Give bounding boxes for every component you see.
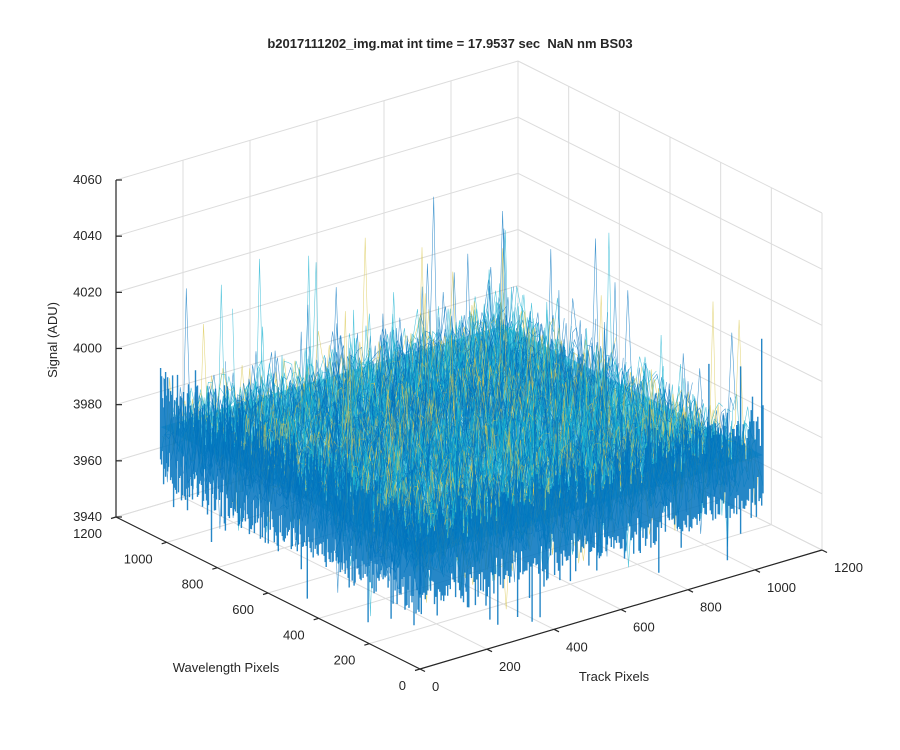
x-axis-label: Track Pixels	[579, 669, 650, 684]
y-tick-label: 1000	[124, 551, 153, 566]
x-tick	[620, 608, 627, 613]
x-tick	[821, 549, 828, 554]
y-tick	[364, 643, 370, 646]
x-tick-label: 1200	[834, 560, 863, 575]
surface-plot	[159, 196, 764, 626]
x-tick-label: 600	[633, 620, 655, 635]
z-tick-label: 4000	[73, 341, 102, 356]
z-axis-label: Signal (ADU)	[45, 302, 60, 378]
y-tick-label: 0	[399, 678, 406, 693]
z-tick-label: 4020	[73, 284, 102, 299]
x-tick	[754, 569, 761, 573]
y-tick	[110, 516, 117, 520]
x-tick-label: 0	[432, 679, 439, 694]
z-tick-label: 3980	[73, 397, 102, 412]
y-tick	[313, 617, 319, 621]
surface-row	[357, 399, 702, 558]
grid-line-y-floor	[369, 524, 772, 645]
surface-right-skirt	[419, 338, 764, 625]
y-tick	[161, 541, 167, 545]
y-tick-label: 400	[283, 627, 305, 642]
y-tick-label: 600	[232, 602, 254, 617]
z-tick-label: 4060	[73, 172, 102, 187]
chart-title: b2017111202_img.mat int time = 17.9537 s…	[267, 36, 633, 51]
y-tick	[212, 567, 218, 570]
y-tick	[414, 668, 421, 672]
surface-row	[369, 392, 713, 583]
y-tick-label: 800	[182, 577, 204, 592]
x-tick-label: 400	[566, 639, 588, 654]
x-tick	[419, 668, 426, 673]
x-tick-label: 1000	[767, 580, 796, 595]
x-tick	[687, 589, 694, 593]
x-tick	[486, 648, 493, 653]
x-tick	[553, 628, 560, 633]
z-tick-label: 4040	[73, 228, 102, 243]
z-tick-label: 3940	[73, 509, 102, 524]
axes	[110, 179, 828, 673]
y-tick	[262, 592, 269, 596]
surface-row	[297, 338, 641, 509]
z-tick-label: 3960	[73, 453, 102, 468]
x-tick-label: 200	[499, 659, 521, 674]
surface-left-skirt	[159, 368, 421, 626]
tick-labels: 0 200 400 600 800 1000 1200 0 200 400 600 800 1000 12…	[73, 172, 863, 694]
y-tick-label: 1200	[73, 526, 102, 541]
y-tick-label: 200	[334, 653, 356, 668]
x-tick-label: 800	[700, 600, 722, 615]
y-axis-label: Wavelength Pixels	[173, 660, 280, 675]
surface-row	[364, 401, 709, 553]
